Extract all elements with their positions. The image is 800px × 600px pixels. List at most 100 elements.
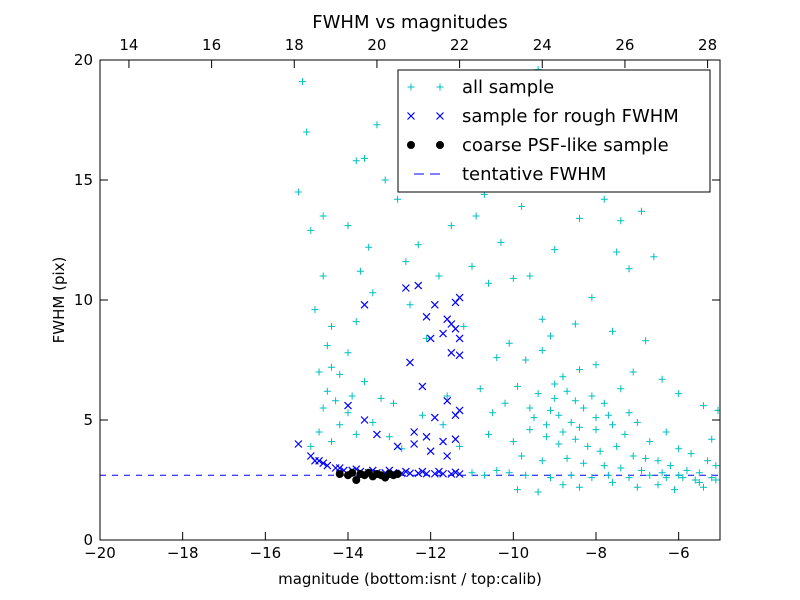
all-sample-point xyxy=(629,368,637,376)
all-sample-point xyxy=(538,346,546,354)
sample-for-rough-fwhm-point xyxy=(439,469,447,478)
sample-for-rough-fwhm-point xyxy=(360,416,369,424)
all-sample-point xyxy=(513,486,521,494)
sample-for-rough-fwhm-point xyxy=(410,440,419,448)
all-sample-point xyxy=(559,481,567,489)
all-sample-point xyxy=(542,433,550,441)
all-sample-point xyxy=(625,265,633,273)
all-sample-point xyxy=(642,337,650,345)
all-sample-point xyxy=(588,294,596,302)
all-sample-point xyxy=(294,188,302,196)
all-sample-point xyxy=(662,474,670,482)
all-sample-point xyxy=(575,214,583,222)
all-sample-point xyxy=(311,306,319,314)
sample-for-rough-fwhm-point xyxy=(401,284,410,292)
all-sample-point xyxy=(385,433,393,441)
all-sample-point xyxy=(555,440,563,448)
all-sample-point xyxy=(675,445,683,453)
all-sample-point xyxy=(389,399,397,407)
all-sample-point xyxy=(414,241,422,249)
x-tick-label: −8 xyxy=(585,544,607,562)
all-sample-point xyxy=(642,454,650,462)
chart-title: FWHM vs magnitudes xyxy=(312,12,507,33)
all-sample-point xyxy=(712,476,720,484)
top-x-tick-label: 16 xyxy=(202,36,221,54)
all-sample-point xyxy=(538,457,546,465)
all-sample-point xyxy=(456,442,464,450)
sample-for-rough-fwhm-point xyxy=(430,300,439,309)
all-sample-point xyxy=(497,238,505,246)
all-sample-point xyxy=(575,366,583,374)
sample-for-rough-fwhm-point xyxy=(447,348,456,357)
top-x-tick-label: 22 xyxy=(450,36,469,54)
all-sample-point xyxy=(609,327,617,335)
x-tick-label: −16 xyxy=(250,544,282,562)
all-sample-point xyxy=(526,272,534,280)
sample-for-rough-fwhm-point xyxy=(422,432,431,441)
y-tick-label: 10 xyxy=(74,291,93,309)
sample-for-rough-fwhm-point xyxy=(294,440,303,448)
legend-box xyxy=(397,69,711,193)
all-sample-point xyxy=(613,248,621,256)
all-sample-point xyxy=(365,243,373,251)
all-sample-point xyxy=(617,385,625,393)
all-sample-point xyxy=(571,320,579,328)
all-sample-point xyxy=(695,478,703,486)
all-sample-point xyxy=(675,390,683,398)
all-sample-point xyxy=(361,154,369,162)
all-sample-point xyxy=(580,459,588,467)
all-sample-point xyxy=(435,272,443,280)
all-sample-point xyxy=(675,471,683,479)
sample-for-rough-fwhm-point xyxy=(426,447,435,456)
x-tick-label: −18 xyxy=(167,544,199,562)
all-sample-point xyxy=(708,474,716,482)
all-sample-point xyxy=(394,195,402,203)
all-sample-point xyxy=(600,399,608,407)
all-sample-point xyxy=(526,404,534,412)
sample-for-rough-fwhm-point xyxy=(401,467,410,476)
all-sample-point xyxy=(567,471,575,479)
legend-label-coarse-psf-like-sample: coarse PSF-like sample xyxy=(462,135,669,156)
sample-for-rough-fwhm-point xyxy=(443,396,452,405)
y-tick-label: 0 xyxy=(83,531,93,549)
all-sample-point xyxy=(418,411,426,419)
sample-for-rough-fwhm-point xyxy=(443,452,452,460)
all-sample-point xyxy=(666,462,674,470)
all-sample-point xyxy=(679,474,687,482)
all-sample-point xyxy=(538,315,546,323)
all-sample-point xyxy=(559,373,567,381)
all-sample-point xyxy=(505,469,513,477)
all-sample-point xyxy=(571,435,579,443)
all-sample-point xyxy=(712,462,720,470)
all-sample-point xyxy=(687,450,695,458)
all-sample-point xyxy=(530,414,538,422)
all-sample-point xyxy=(695,469,703,477)
all-sample-point xyxy=(323,387,331,395)
sample-for-rough-fwhm-point xyxy=(447,470,456,478)
legend: all sample sample for rough FWHM coarse PS… xyxy=(397,69,711,193)
all-sample-point xyxy=(423,334,431,342)
sample-for-rough-fwhm-point xyxy=(414,281,423,290)
all-sample-point xyxy=(522,356,530,364)
all-sample-point xyxy=(447,222,455,230)
all-sample-point xyxy=(604,471,612,479)
all-sample-point xyxy=(559,428,567,436)
all-sample-point xyxy=(509,274,517,282)
all-sample-point xyxy=(588,392,596,400)
all-sample-point xyxy=(319,212,327,220)
all-sample-point xyxy=(352,430,360,438)
all-sample-point xyxy=(352,318,360,326)
all-sample-point xyxy=(327,438,335,446)
sample-for-rough-fwhm-point xyxy=(393,442,402,451)
all-sample-point xyxy=(592,414,600,422)
all-sample-point xyxy=(575,483,583,491)
top-x-tick-label: 20 xyxy=(367,36,386,54)
sample-for-rough-fwhm-point xyxy=(451,324,460,333)
all-sample-point xyxy=(509,438,517,446)
all-sample-point xyxy=(625,474,633,482)
all-sample-point xyxy=(518,202,526,210)
all-sample-point xyxy=(683,466,691,474)
all-sample-point xyxy=(361,378,369,386)
sample-for-rough-fwhm-point xyxy=(455,470,464,478)
sample-for-rough-fwhm-point xyxy=(439,437,447,446)
